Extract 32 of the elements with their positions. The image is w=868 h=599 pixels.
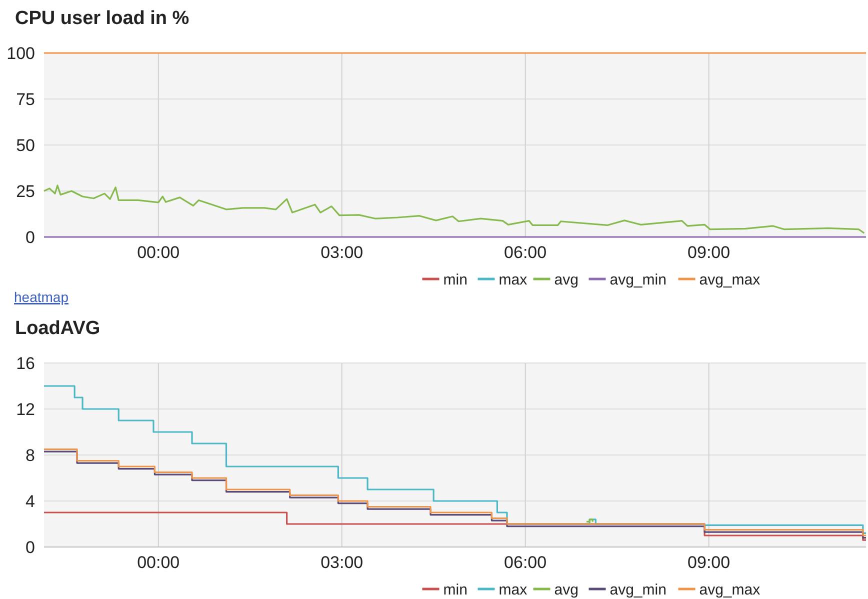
chart-title: LoadAVG bbox=[15, 318, 100, 339]
x-tick-label: 06:00 bbox=[504, 553, 547, 572]
x-tick-label: 03:00 bbox=[320, 243, 364, 262]
line-series bbox=[43, 184, 865, 234]
y-tick-label: 0 bbox=[26, 538, 35, 557]
y-tick-label: 8 bbox=[26, 446, 35, 465]
y-tick-label: 4 bbox=[26, 492, 35, 511]
y-tick-label: 16 bbox=[16, 354, 35, 373]
y-tick-label: 100 bbox=[6, 44, 35, 63]
x-tick-label: 00:00 bbox=[137, 243, 180, 262]
text: heatmap bbox=[14, 289, 69, 305]
legend-label: min bbox=[443, 581, 468, 598]
legend-label: avg_min bbox=[610, 581, 666, 598]
y-tick-label: 25 bbox=[16, 182, 35, 201]
y-tick-label: 75 bbox=[16, 90, 35, 109]
chart-title: CPU user load in % bbox=[15, 8, 190, 29]
legend-label: avg_max bbox=[699, 271, 761, 288]
y-tick-label: 0 bbox=[26, 228, 35, 247]
legend-label: max bbox=[498, 581, 528, 598]
legend-label: max bbox=[498, 271, 528, 288]
y-tick-label: 50 bbox=[16, 136, 35, 155]
legend-label: min bbox=[443, 271, 468, 288]
x-tick-label: 09:00 bbox=[688, 243, 730, 262]
x-tick-label: 00:00 bbox=[137, 553, 180, 572]
legend-label: avg_max bbox=[699, 581, 761, 598]
legend-label: avg_min bbox=[610, 271, 666, 288]
legend-label: avg bbox=[554, 271, 578, 288]
legend-label: avg bbox=[554, 581, 578, 598]
x-tick-label: 09:00 bbox=[688, 553, 730, 572]
y-tick-label: 12 bbox=[16, 400, 35, 419]
x-tick-label: 03:00 bbox=[320, 553, 364, 572]
x-tick-label: 06:00 bbox=[504, 243, 547, 262]
